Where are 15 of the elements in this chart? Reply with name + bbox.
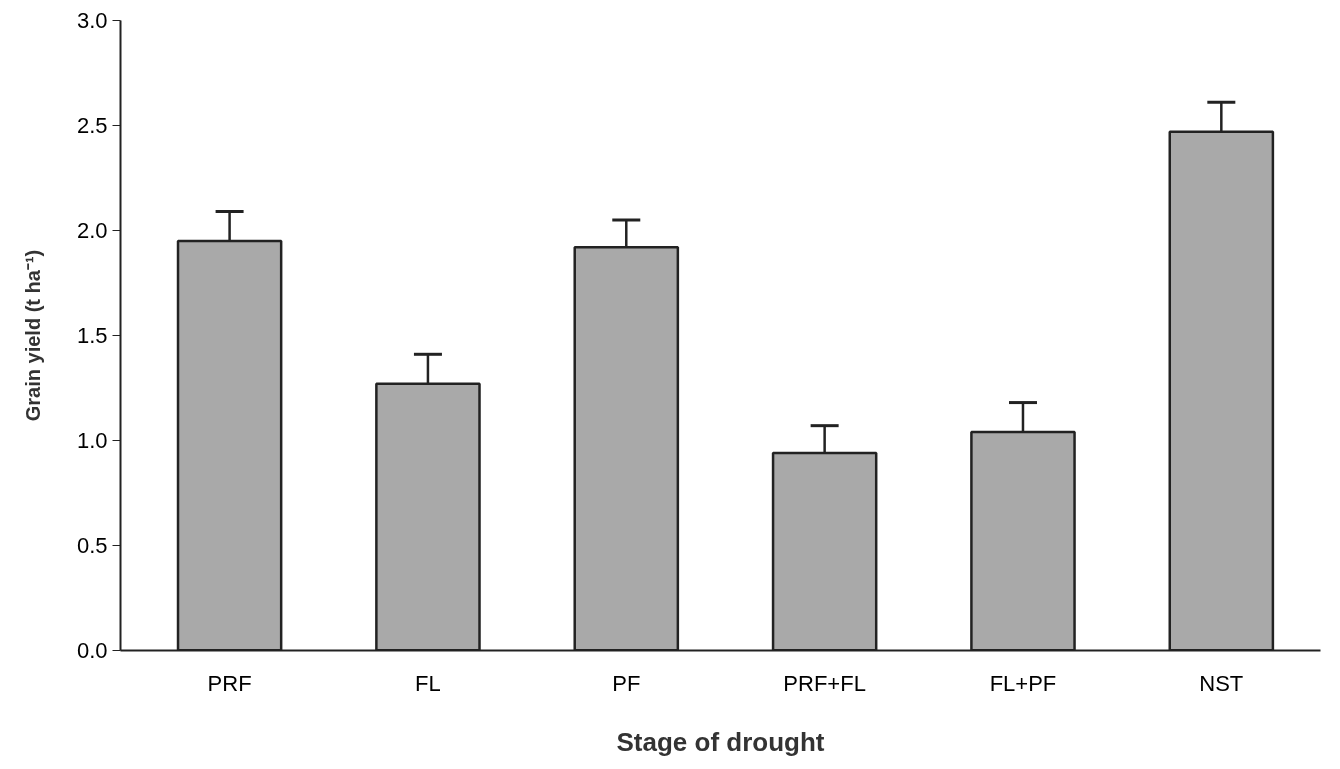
y-tick-label: 3.0 — [76, 8, 108, 33]
x-tick-label: PRF+FL — [783, 670, 866, 696]
y-tick-label: 0.0 — [76, 637, 108, 663]
x-axis-title: Stage of drought — [616, 726, 825, 757]
y-axis-title: Grain yield (t ha⁻¹) — [21, 249, 44, 422]
x-tick-label: PRF — [207, 670, 252, 696]
y-tick-label: 0.5 — [76, 532, 108, 558]
y-tick-label: 1.5 — [76, 322, 108, 348]
x-tick-label: NST — [1199, 670, 1244, 696]
x-tick-label: FL — [415, 670, 441, 696]
y-tick-label: 1.0 — [76, 427, 108, 453]
y-tick-label: 2.5 — [76, 112, 108, 138]
x-tick-label: FL+PF — [989, 670, 1057, 696]
x-tick-label: PF — [612, 670, 641, 696]
y-tick-label: 2.0 — [76, 217, 108, 243]
